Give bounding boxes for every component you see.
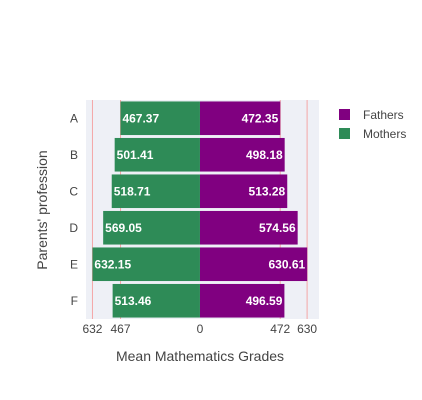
legend[interactable]: Fathers Mothers xyxy=(339,108,406,141)
bar-mothers-E[interactable] xyxy=(92,247,200,282)
bar-mothers-C[interactable] xyxy=(111,174,200,209)
bars xyxy=(92,101,308,318)
bar-label-fathers-C: 513.28 xyxy=(249,184,286,198)
bar-fathers-B[interactable] xyxy=(199,137,285,172)
y-tick-C: C xyxy=(69,184,78,198)
x-axis-title: Mean Mathematics Grades xyxy=(116,348,284,364)
x-tick-3: 472 xyxy=(270,322,290,336)
x-tick-0: 632 xyxy=(82,322,102,336)
x-tick-2: 0 xyxy=(197,322,204,336)
bar-labels: 472.35 498.18 513.28 574.56 630.61 496.59 467.… xyxy=(94,111,305,308)
legend-label-mothers[interactable]: Mothers xyxy=(363,127,406,141)
reference-lines xyxy=(91,100,308,319)
x-tick-labels: 632 467 0 472 630 xyxy=(82,322,317,336)
bar-mothers-A[interactable] xyxy=(120,101,200,136)
legend-swatch-fathers[interactable] xyxy=(339,109,350,120)
y-axis-title: Parents' profession xyxy=(34,150,50,269)
bar-label-mothers-C: 518.71 xyxy=(114,184,151,198)
bar-label-mothers-E: 632.15 xyxy=(94,257,131,271)
bar-label-fathers-E: 630.61 xyxy=(268,257,305,271)
bar-fathers-C[interactable] xyxy=(199,174,288,209)
bar-mothers-D[interactable] xyxy=(103,210,200,245)
bar-label-mothers-D: 569.05 xyxy=(105,221,142,235)
bar-label-mothers-A: 467.37 xyxy=(122,111,159,125)
y-tick-E: E xyxy=(70,257,78,271)
bar-fathers-D[interactable] xyxy=(199,210,298,245)
y-tick-D: D xyxy=(69,221,78,235)
bar-mothers-F[interactable] xyxy=(112,283,200,318)
legend-swatch-mothers[interactable] xyxy=(339,128,350,139)
bar-label-fathers-D: 574.56 xyxy=(259,221,296,235)
y-tick-A: A xyxy=(70,111,78,125)
bar-mothers-B[interactable] xyxy=(114,137,200,172)
x-tick-4: 630 xyxy=(297,322,317,336)
bar-fathers-A[interactable] xyxy=(199,101,281,136)
bar-label-mothers-F: 513.46 xyxy=(115,294,152,308)
bar-fathers-F[interactable] xyxy=(199,283,285,318)
bar-label-fathers-A: 472.35 xyxy=(242,111,279,125)
x-tick-1: 467 xyxy=(111,322,131,336)
y-tick-F: F xyxy=(71,294,78,308)
y-tick-B: B xyxy=(70,148,78,162)
bar-label-fathers-B: 498.18 xyxy=(246,148,283,162)
bar-label-mothers-B: 501.41 xyxy=(117,148,154,162)
y-tick-labels: A B C D E F xyxy=(69,111,78,308)
legend-label-fathers[interactable]: Fathers xyxy=(363,108,404,122)
bar-fathers-E[interactable] xyxy=(199,247,308,282)
bar-label-fathers-F: 496.59 xyxy=(246,294,283,308)
